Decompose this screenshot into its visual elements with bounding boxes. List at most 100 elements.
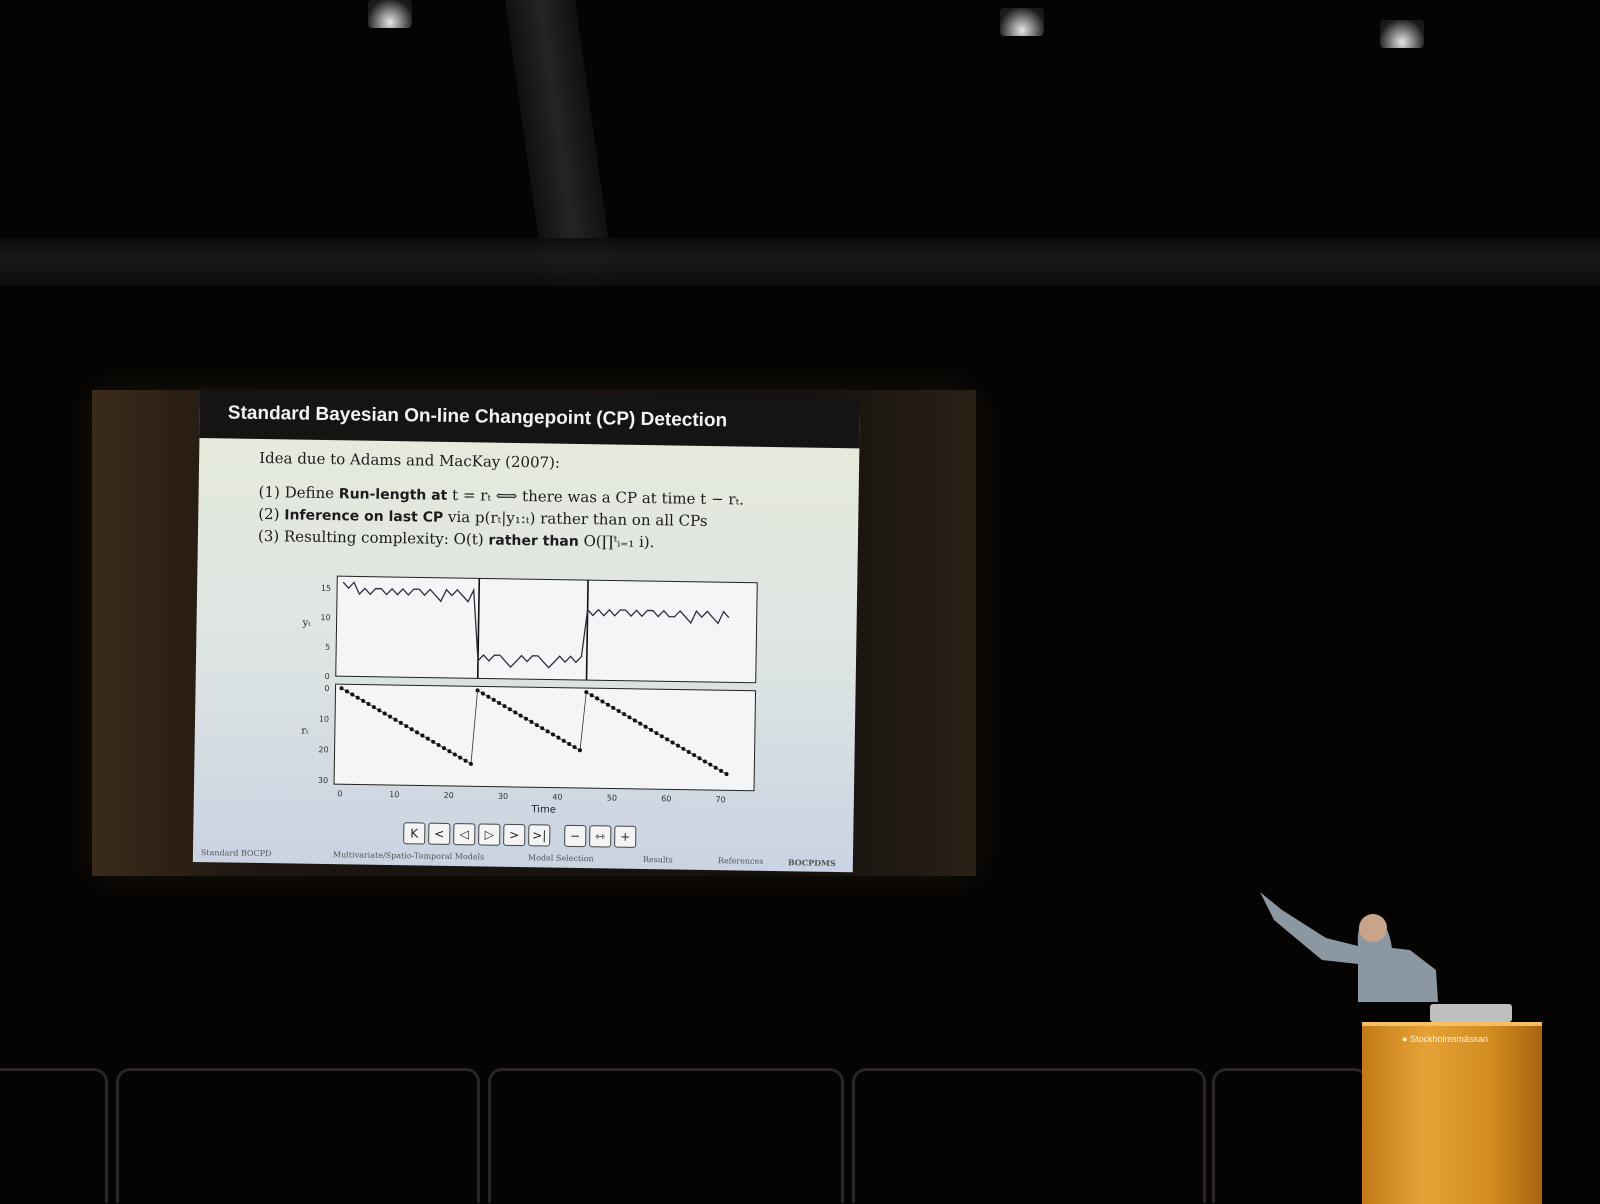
footer-section[interactable]: Model Selection bbox=[527, 853, 594, 864]
run-length-point bbox=[589, 693, 594, 698]
run-length-point bbox=[638, 721, 643, 726]
run-length-point bbox=[388, 714, 393, 719]
x-tick-label: 40 bbox=[552, 793, 562, 802]
footer-section[interactable]: Multivariate/Spatio-Temporal Models bbox=[332, 850, 485, 862]
stage-railing bbox=[852, 1068, 1206, 1203]
bottom-panel bbox=[333, 683, 757, 792]
run-length-point bbox=[692, 753, 697, 758]
stage-light bbox=[1380, 20, 1424, 48]
slide: Standard Bayesian On-line Changepoint (C… bbox=[192, 388, 861, 873]
run-length-point bbox=[681, 746, 686, 751]
stage-railing bbox=[0, 1068, 108, 1203]
run-length-point bbox=[713, 765, 718, 770]
r-tick-label: 0 bbox=[324, 684, 329, 693]
footer-section[interactable]: Standard BOCPD bbox=[200, 848, 272, 859]
run-length-point bbox=[545, 729, 550, 734]
run-length-point bbox=[468, 761, 473, 766]
slide-navigation: K < ◁ ▷ > >| − ⇿ + bbox=[403, 822, 637, 848]
run-length-point bbox=[355, 695, 360, 700]
laptop bbox=[1430, 1004, 1512, 1022]
run-length-point bbox=[441, 746, 446, 751]
prev-frame-button[interactable]: ◁ bbox=[453, 823, 476, 846]
x-tick-label: 30 bbox=[498, 792, 508, 801]
run-length-point bbox=[339, 686, 344, 691]
r-tick-label: 30 bbox=[318, 776, 328, 785]
run-length-point bbox=[708, 762, 713, 767]
run-length-point bbox=[415, 730, 420, 735]
run-length-point bbox=[518, 713, 523, 718]
run-length-point bbox=[567, 741, 572, 746]
run-length-point bbox=[584, 690, 589, 695]
y-axis-label: yₜ bbox=[301, 618, 311, 629]
run-length-point bbox=[486, 694, 491, 699]
x-tick-label: 70 bbox=[715, 795, 725, 804]
prev-slide-button[interactable]: < bbox=[428, 822, 451, 845]
run-length-point bbox=[491, 697, 496, 702]
run-length-point bbox=[643, 724, 648, 729]
stage-light bbox=[368, 0, 412, 28]
last-slide-button[interactable]: >| bbox=[528, 824, 551, 847]
run-length-point bbox=[350, 692, 355, 697]
first-slide-button[interactable]: K bbox=[403, 822, 426, 845]
run-length-point bbox=[404, 724, 409, 729]
footer-section[interactable]: BOCPDMS bbox=[787, 857, 836, 869]
run-length-point bbox=[616, 709, 621, 714]
run-length-point bbox=[420, 733, 425, 738]
stage-railing bbox=[488, 1068, 844, 1203]
run-length-point bbox=[507, 707, 512, 712]
list-item: (2) Inference on last CP via p(rₜ|y₁:ₜ) … bbox=[258, 504, 708, 530]
run-length-point bbox=[361, 698, 366, 703]
x-tick-label: 50 bbox=[607, 793, 617, 802]
run-length-point bbox=[425, 736, 430, 741]
run-length-point bbox=[398, 720, 403, 725]
run-length-point bbox=[697, 756, 702, 761]
projection-screen: Standard Bayesian On-line Changepoint (C… bbox=[92, 388, 976, 876]
run-length-point bbox=[529, 719, 534, 724]
run-length-point bbox=[436, 742, 441, 747]
run-length-point bbox=[409, 727, 414, 732]
r-axis-label: rₜ bbox=[301, 726, 309, 737]
run-length-point bbox=[551, 732, 556, 737]
y-tick-label: 0 bbox=[325, 672, 330, 681]
zoom-out-button[interactable]: − bbox=[564, 824, 587, 848]
run-length-point bbox=[649, 727, 654, 732]
run-length-point bbox=[540, 726, 545, 731]
changepoint-chart: 0 5 10 15 0 10 20 30 0 10 20 30 40 50 60 70 Time yₜ rₜ bbox=[301, 575, 758, 816]
run-length-point bbox=[497, 701, 502, 706]
run-length-point bbox=[605, 702, 610, 707]
r-tick-label: 10 bbox=[319, 715, 329, 724]
run-length-point bbox=[534, 723, 539, 728]
zoom-in-button[interactable]: + bbox=[614, 825, 637, 848]
list-item: (1) Define Run-length at t = rₜ ⟺ there … bbox=[258, 482, 745, 509]
stage-railing bbox=[1212, 1068, 1368, 1203]
next-slide-button[interactable]: > bbox=[503, 823, 526, 847]
footer-section[interactable]: Results bbox=[642, 855, 673, 865]
next-frame-button[interactable]: ▷ bbox=[478, 823, 501, 846]
fit-button[interactable]: ⇿ bbox=[589, 825, 612, 848]
x-tick-label: 20 bbox=[444, 791, 454, 800]
run-length-point bbox=[463, 758, 468, 763]
run-length-point bbox=[480, 691, 485, 696]
run-length-point bbox=[366, 702, 371, 707]
run-length-point bbox=[513, 710, 518, 715]
run-length-point bbox=[665, 737, 670, 742]
run-length-point bbox=[670, 740, 675, 745]
run-length-point bbox=[632, 718, 637, 723]
r-tick-label: 20 bbox=[318, 745, 328, 754]
run-length-point bbox=[393, 717, 398, 722]
changepoint-line bbox=[585, 580, 589, 681]
run-length-point bbox=[556, 735, 561, 740]
run-length-point bbox=[572, 745, 577, 750]
run-length-point bbox=[524, 716, 529, 721]
run-length-point bbox=[561, 738, 566, 743]
stage-railing bbox=[116, 1068, 480, 1203]
run-length-point bbox=[600, 699, 605, 704]
x-axis-label: Time bbox=[530, 804, 556, 815]
slide-intro: Idea due to Adams and MacKay (2007): bbox=[259, 448, 561, 472]
run-length-point bbox=[452, 752, 457, 757]
y-tick-label: 5 bbox=[325, 643, 330, 652]
x-tick-label: 0 bbox=[337, 789, 342, 798]
run-length-point bbox=[377, 708, 382, 713]
footer-section[interactable]: References bbox=[717, 856, 764, 866]
